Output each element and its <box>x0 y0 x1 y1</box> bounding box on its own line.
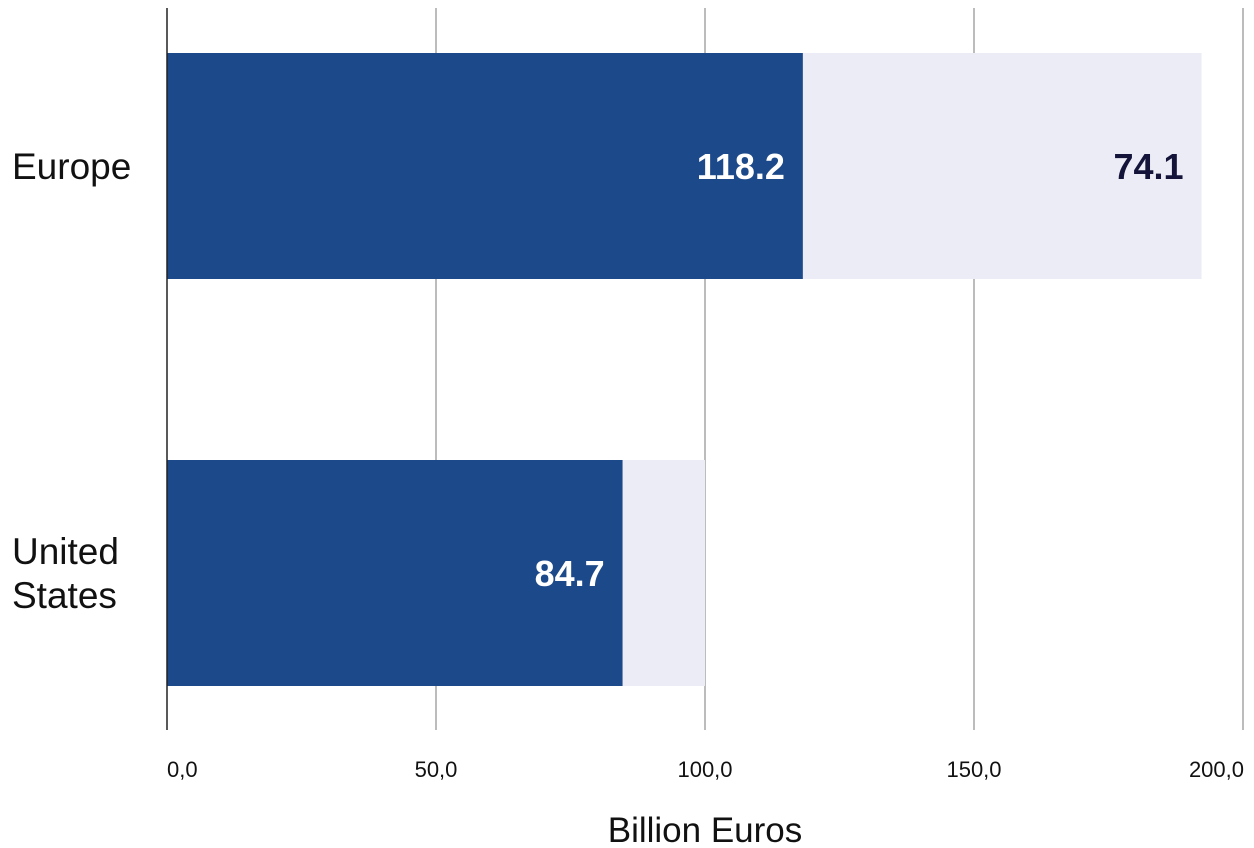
data-labels: 118.2 74.1 84.7 <box>535 146 1184 594</box>
bar-segment <box>167 53 803 279</box>
category-labels: Europe United States <box>12 146 131 616</box>
data-label: 74.1 <box>1113 146 1183 187</box>
x-tick-label: 150,0 <box>946 757 1001 782</box>
data-label: 118.2 <box>697 146 785 187</box>
bar-segment <box>622 460 705 686</box>
bar-segment <box>167 460 623 686</box>
x-axis-title: Billion Euros <box>608 811 803 848</box>
x-tick-label: 200,0 <box>1189 757 1244 782</box>
category-label: Europe <box>12 146 131 187</box>
x-tick-labels: 0,0 50,0 100,0 150,0 200,0 <box>167 757 1244 782</box>
x-tick-label: 50,0 <box>415 757 458 782</box>
bars <box>167 53 1202 686</box>
data-label: 84.7 <box>535 553 605 594</box>
category-label: United States <box>12 531 119 616</box>
bar-segment <box>802 53 1202 279</box>
x-tick-label: 100,0 <box>677 757 732 782</box>
x-tick-label: 0,0 <box>167 757 198 782</box>
